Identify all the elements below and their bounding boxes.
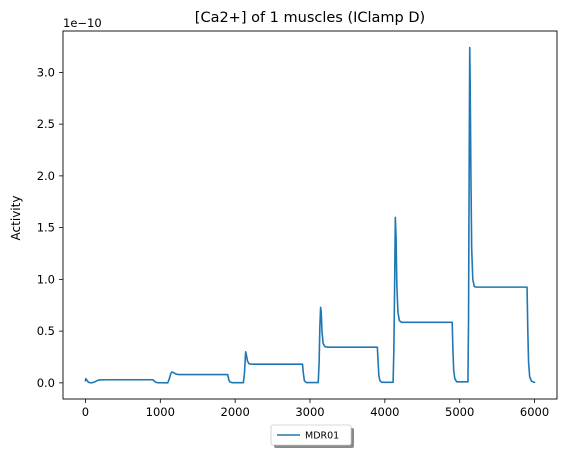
x-tick-label: 6000 (520, 405, 549, 419)
y-tick-label: 0.0 (37, 376, 55, 390)
y-axis-ticks: 0.0 0.5 1.0 1.5 2.0 2.5 3.0 (37, 65, 63, 390)
chart-title: [Ca2+] of 1 muscles (IClamp D) (195, 10, 425, 26)
x-axis-ticks: 0 1000 2000 3000 4000 5000 6000 (82, 399, 549, 419)
legend-label: MDR01 (305, 431, 339, 442)
series-layer (84, 46, 536, 384)
y-tick-label: 2.0 (37, 169, 55, 183)
series-line-mdr01 (84, 46, 536, 384)
y-tick-label: 1.5 (37, 221, 55, 235)
x-tick-label: 4000 (370, 405, 399, 419)
x-tick-label: 0 (82, 405, 89, 419)
x-tick-label: 2000 (221, 405, 250, 419)
legend: MDR01 (270, 424, 354, 448)
y-offset-text: 1e−10 (63, 16, 102, 30)
y-tick-label: 2.5 (37, 117, 55, 131)
y-tick-label: 0.5 (37, 324, 55, 338)
plot-frame (62, 30, 558, 400)
x-tick-label: 5000 (445, 405, 474, 419)
y-axis-label: Activity (9, 196, 23, 241)
x-tick-label: 1000 (146, 405, 175, 419)
y-tick-label: 1.0 (37, 272, 55, 286)
legend-box (270, 424, 352, 446)
y-tick-label: 3.0 (37, 65, 55, 79)
x-tick-label: 3000 (295, 405, 324, 419)
